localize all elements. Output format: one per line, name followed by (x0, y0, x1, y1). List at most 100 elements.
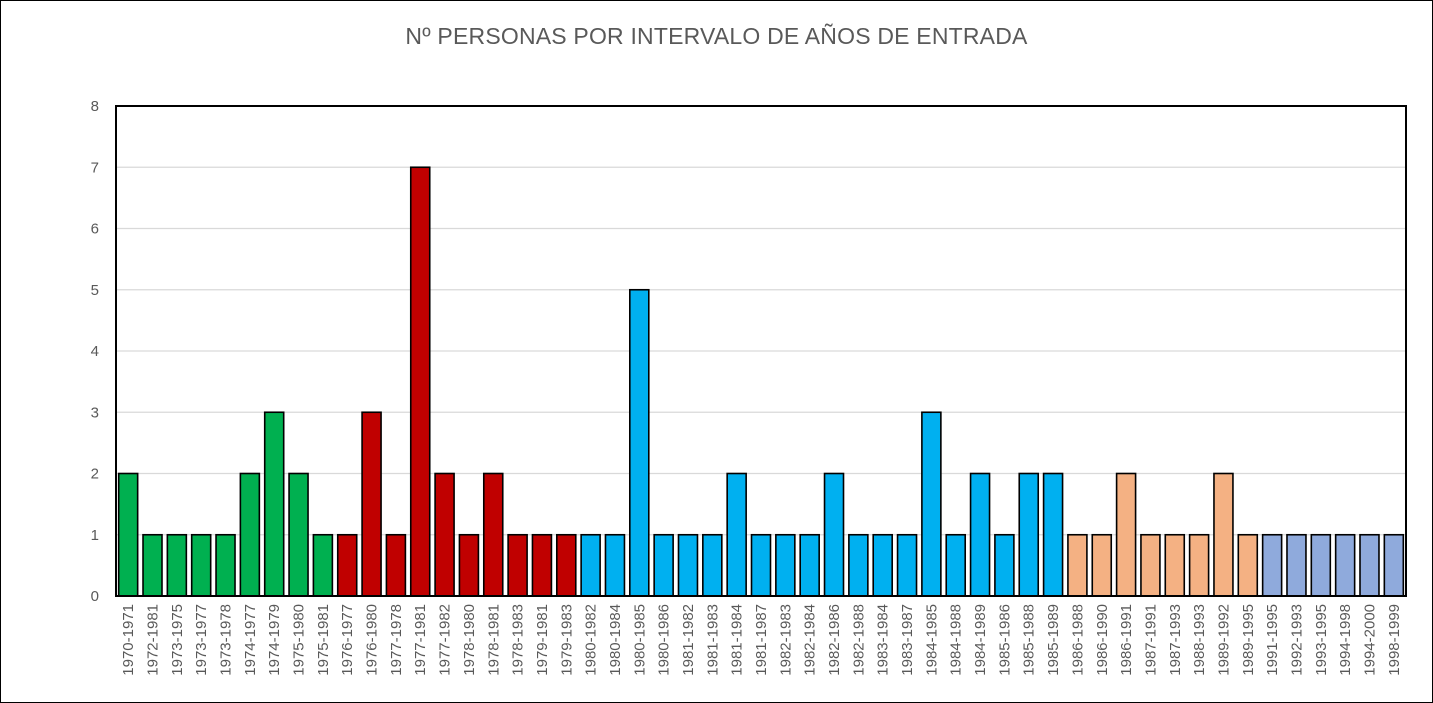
x-tick-label: 1977-1981 (412, 604, 429, 676)
x-tick-label: 1985-1989 (1045, 604, 1062, 676)
chart-title: Nº PERSONAS POR INTERVALO DE AÑOS DE ENT… (405, 23, 1028, 49)
bar-1984-1989 (969, 472, 991, 597)
bars (117, 166, 1405, 597)
y-tick-label: 3 (91, 404, 99, 421)
bar-1980-1986 (653, 533, 674, 597)
x-tick-label: 1976-1980 (364, 604, 381, 676)
bar-1983-1987 (896, 533, 918, 597)
x-tick-label: 1978-1981 (485, 604, 502, 676)
x-tick-label: 1977-1982 (437, 604, 454, 676)
x-tick-label: 1972-1981 (145, 604, 162, 676)
x-tick-label: 1994-1998 (1337, 604, 1354, 676)
bar-1978-1983 (507, 533, 528, 597)
x-tick-label: 1980-1985 (631, 604, 648, 676)
bar-1994-2000 (1359, 533, 1380, 597)
bar-1987-1993 (1164, 533, 1186, 597)
x-tick-label: 1984-1989 (972, 604, 989, 676)
x-tick-label: 1987-1993 (1167, 604, 1184, 676)
x-tick-label: 1986-1988 (1069, 604, 1086, 676)
bar-1981-1984 (726, 472, 747, 597)
bar-1980-1982 (580, 533, 601, 597)
y-tick-label: 8 (91, 98, 99, 115)
bar-1986-1988 (1067, 533, 1088, 597)
bar-1973-1978 (215, 533, 236, 597)
bar-1984-1985 (921, 411, 942, 597)
gridlines (116, 166, 1406, 536)
bar-1981-1983 (702, 533, 723, 597)
bar-1981-1987 (750, 533, 772, 597)
y-axis-tick-labels: 0 1 2 3 4 5 6 7 8 (91, 98, 99, 605)
bar-1973-1975 (166, 533, 188, 597)
bar-1983-1984 (872, 533, 893, 597)
bar-1973-1977 (190, 533, 212, 597)
x-tick-label: 1980-1984 (607, 604, 624, 676)
x-tick-label: 1984-1985 (923, 604, 940, 676)
x-axis-tick-labels: 1970-1971 1972-1981 1973-1975 1973-1977 1973… (120, 604, 1403, 676)
bar-1982-1986 (823, 472, 845, 597)
bar-1982-1988 (848, 533, 869, 597)
bar-1982-1984 (799, 533, 820, 597)
bar-1985-1989 (1042, 472, 1064, 597)
bar-1977-1982 (434, 472, 455, 597)
y-tick-label: 4 (91, 343, 99, 360)
x-tick-label: 1974-1979 (266, 604, 283, 676)
bar-1979-1981 (531, 533, 553, 597)
bar-1976-1980 (361, 411, 382, 597)
y-tick-label: 7 (91, 159, 99, 176)
x-tick-label: 1980-1986 (656, 604, 673, 676)
bar-1977-1981 (409, 166, 431, 597)
x-tick-label: 1982-1984 (802, 604, 819, 676)
x-tick-label: 1993-1995 (1313, 604, 1330, 676)
bar-1977-1978 (385, 533, 407, 597)
x-tick-label: 1978-1980 (461, 604, 478, 676)
bar-1986-1991 (1115, 472, 1137, 597)
bar-1974-1977 (239, 472, 261, 597)
bar-1987-1991 (1140, 533, 1161, 597)
bar-1986-1990 (1091, 533, 1113, 597)
plot-area-border (115, 105, 1407, 597)
bar-1980-1984 (604, 533, 626, 597)
bar-1991-1995 (1261, 533, 1283, 597)
x-tick-label: 1981-1987 (753, 604, 770, 676)
x-tick-label: 1983-1987 (899, 604, 916, 676)
x-tick-label: 1973-1978 (218, 604, 235, 676)
x-tick-label: 1981-1983 (704, 604, 721, 676)
bar-1974-1979 (263, 411, 285, 597)
y-tick-label: 2 (91, 466, 99, 483)
x-tick-label: 1994-2000 (1361, 604, 1378, 676)
x-tick-label: 1989-1992 (1215, 604, 1232, 676)
bar-1989-1995 (1237, 533, 1259, 597)
x-tick-label: 1982-1986 (826, 604, 843, 676)
bar-1972-1981 (142, 533, 163, 597)
x-tick-label: 1973-1975 (169, 604, 186, 676)
x-tick-label: 1973-1977 (193, 604, 210, 676)
x-tick-label: 1979-1983 (558, 604, 575, 676)
x-tick-label: 1987-1991 (1142, 604, 1159, 676)
x-tick-label: 1992-1993 (1288, 604, 1305, 676)
x-tick-label: 1978-1983 (510, 604, 527, 676)
x-tick-label: 1989-1995 (1240, 604, 1257, 676)
x-tick-label: 1981-1982 (680, 604, 697, 676)
x-tick-label: 1979-1981 (534, 604, 551, 676)
x-tick-label: 1985-1986 (996, 604, 1013, 676)
x-tick-label: 1981-1984 (729, 604, 746, 676)
y-tick-label: 5 (91, 282, 99, 299)
bar-1979-1983 (555, 533, 577, 597)
bar-1980-1985 (629, 288, 650, 597)
x-tick-label: 1982-1983 (777, 604, 794, 676)
bar-1994-1998 (1334, 533, 1356, 597)
bar-1989-1992 (1213, 472, 1234, 597)
bar-1982-1983 (775, 533, 796, 597)
x-tick-label: 1988-1993 (1191, 604, 1208, 676)
bar-1998-1999 (1383, 533, 1405, 597)
bar-1985-1986 (994, 533, 1015, 597)
x-tick-label: 1976-1977 (339, 604, 356, 676)
bar-1993-1995 (1310, 533, 1332, 597)
bar-1992-1993 (1286, 533, 1307, 597)
x-tick-label: 1975-1980 (291, 604, 308, 676)
x-tick-label: 1982-1988 (850, 604, 867, 676)
bar-1970-1971 (117, 472, 139, 597)
bar-1976-1977 (336, 533, 358, 597)
